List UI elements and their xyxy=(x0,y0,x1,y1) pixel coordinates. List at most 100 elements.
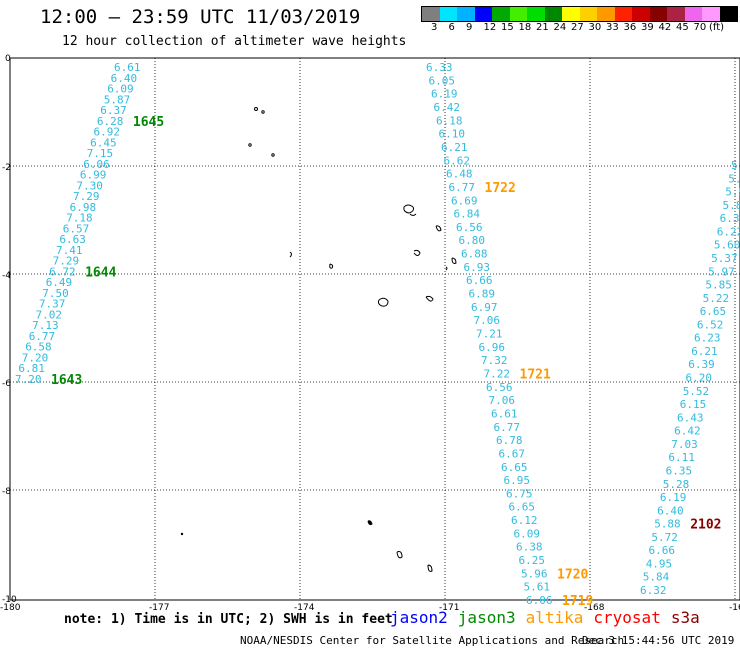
color-scale-label: 45 xyxy=(676,22,689,33)
wave-height-value: 5.85 xyxy=(705,279,732,292)
wave-height-value: 7.18 xyxy=(66,212,93,225)
island-outline xyxy=(377,297,389,307)
chart-title: 12:00 — 23:59 UTC 11/03/2019 xyxy=(40,6,361,28)
map-frame xyxy=(9,57,740,601)
color-swatch xyxy=(422,7,440,21)
wave-height-value: 6.95 xyxy=(504,474,531,487)
wave-height-value: 5.97 xyxy=(725,186,740,199)
island-outline xyxy=(409,213,417,216)
wave-height-value: 6.19 xyxy=(431,88,458,101)
color-scale-label: 18 xyxy=(518,22,532,33)
color-swatch xyxy=(457,7,475,21)
x-tick-label: -177 xyxy=(149,603,169,610)
wave-height-value: 6.57 xyxy=(63,222,90,235)
color-swatch xyxy=(614,7,632,21)
wave-height-value: 6.75 xyxy=(506,487,533,500)
wave-height-value: 6.49 xyxy=(46,276,72,289)
pass-time-label: 2102 xyxy=(690,518,721,533)
wave-height-value: 6.21 xyxy=(441,141,468,154)
wave-height-value: 6.89 xyxy=(469,288,496,301)
wave-height-value: 5.37 xyxy=(711,252,738,265)
island-marker xyxy=(180,532,184,536)
altimeter-tracks: 6.616.406.095.876.376.286.926.457.156.06… xyxy=(15,61,740,609)
wave-height-value: 6.15 xyxy=(680,398,707,411)
wave-height-value: 6.56 xyxy=(486,381,513,394)
wave-height-value: 7.30 xyxy=(76,179,103,192)
color-scale-label: 21 xyxy=(536,22,549,33)
color-scale-label: 30 xyxy=(588,22,602,33)
wave-height-value: 5.22 xyxy=(703,292,730,305)
color-scale-bar xyxy=(421,6,738,22)
wave-height-value: 7.15 xyxy=(87,147,114,160)
wave-height-value: 6.61 xyxy=(114,61,141,74)
wave-height-value: 6.99 xyxy=(80,169,107,182)
pass-time-label: 1645 xyxy=(133,115,164,130)
wave-height-value: 6.40 xyxy=(657,504,684,517)
color-swatch xyxy=(492,7,510,21)
y-tick-label: 0 xyxy=(5,54,11,64)
island-marker xyxy=(261,110,265,114)
color-scale-label: 33 xyxy=(606,22,619,33)
wave-height-value: 6.34 xyxy=(720,212,740,225)
island-outlines xyxy=(180,107,457,572)
pass-time-label: 1719 xyxy=(562,594,593,609)
color-swatch xyxy=(579,7,597,21)
x-tick-label: -174 xyxy=(294,603,315,610)
footer-date: Dec 3 15:44:56 UTC 2019 xyxy=(582,634,735,647)
wave-height-value: 7.20 xyxy=(15,373,42,386)
wave-height-value: 5.60 xyxy=(714,239,740,252)
wave-height-value: 7.22 xyxy=(484,368,511,381)
wave-height-value: 6.52 xyxy=(697,318,724,331)
wave-height-value: 7.37 xyxy=(39,298,66,311)
legend-item: jason2 xyxy=(390,608,448,627)
wave-height-value: 6.09 xyxy=(514,527,541,540)
legend-item: jason3 xyxy=(457,608,516,627)
island-outline xyxy=(367,520,373,526)
wave-height-value: 6.42 xyxy=(674,425,701,438)
axis-tick-labels: -180 -177 -174 -171 -168 -16 0 -2 -4 -6 -8 -10 xyxy=(0,54,740,610)
x-tick-label: -171 xyxy=(439,603,459,610)
wave-height-value: 5.96 xyxy=(521,567,548,580)
wave-height-value: 6.43 xyxy=(677,411,704,424)
color-swatch xyxy=(719,7,737,21)
wave-height-value: 6.80 xyxy=(459,234,486,247)
color-swatch xyxy=(544,7,562,21)
wave-height-value: 6.61 xyxy=(491,407,518,420)
island-outline xyxy=(451,257,457,264)
wave-height-value: 5.88 xyxy=(654,518,681,531)
wave-height-value: 7.13 xyxy=(32,319,59,332)
island-marker xyxy=(248,143,252,147)
legend-item: cryosat xyxy=(593,608,661,627)
wave-height-value: 7.03 xyxy=(671,438,698,451)
color-scale-label: 24 xyxy=(553,22,567,33)
wave-height-value: 6.66 xyxy=(649,544,676,557)
color-scale-labels: 3 6 9 12 15 18 21 24 27 30 33 36 39 42 45 70 (ft) xyxy=(421,22,740,34)
wave-height-value: 6.38 xyxy=(516,541,543,554)
island-marker xyxy=(271,153,275,157)
wave-height-value: 7.20 xyxy=(22,352,49,365)
wave-height-value: 6.84 xyxy=(454,208,481,221)
wave-height-value: 4.95 xyxy=(646,557,673,570)
wave-height-value: 6.96 xyxy=(479,341,506,354)
x-tick-label: -168 xyxy=(584,603,605,610)
wave-height-value: 5.84 xyxy=(723,199,740,212)
color-scale-label: 42 xyxy=(658,22,672,33)
wave-height-value: 6.35 xyxy=(666,465,693,478)
wave-height-value: 5.72 xyxy=(651,531,678,544)
x-tick-label: -180 xyxy=(0,603,21,610)
wave-height-value: 6.63 xyxy=(59,233,86,246)
wave-height-value: 5.84 xyxy=(643,571,670,584)
wave-height-value: 6.77 xyxy=(29,330,56,343)
wave-height-value: 6.21 xyxy=(691,345,718,358)
wave-height-value: 6.06 xyxy=(526,594,553,607)
island-outline xyxy=(403,204,414,214)
wave-height-value: 6.98 xyxy=(70,201,97,214)
wave-height-value: 7.32 xyxy=(481,354,508,367)
wave-height-value: 5.52 xyxy=(683,385,710,398)
color-swatch xyxy=(702,7,720,21)
pass-time-label: 1722 xyxy=(485,181,516,196)
color-swatch xyxy=(684,7,702,21)
wave-height-value: 5.73 xyxy=(728,172,740,185)
chart-subtitle: 12 hour collection of altimeter wave hei… xyxy=(62,34,407,49)
color-swatch xyxy=(597,7,615,21)
